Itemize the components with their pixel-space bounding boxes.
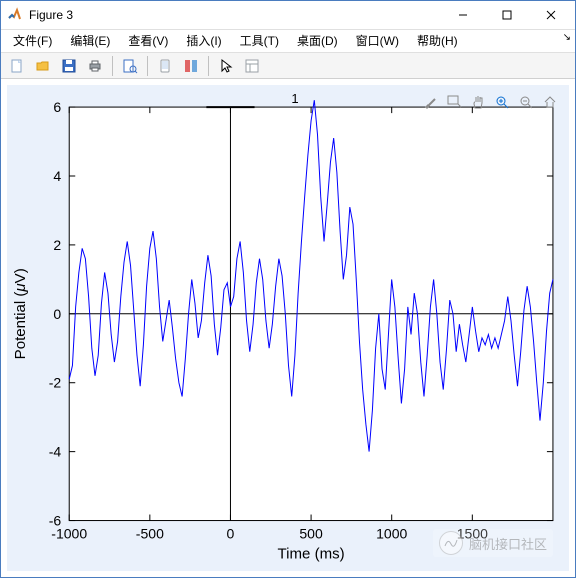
y-tick-label: 2 bbox=[53, 237, 61, 253]
x-tick-label: 500 bbox=[299, 526, 323, 542]
axes-toolbar bbox=[421, 93, 559, 111]
toolbar-separator bbox=[147, 56, 148, 76]
y-tick-label: -2 bbox=[49, 375, 62, 391]
maximize-button[interactable] bbox=[485, 1, 529, 29]
watermark-icon bbox=[439, 531, 463, 555]
close-button[interactable] bbox=[529, 1, 573, 29]
x-tick-label: 0 bbox=[227, 526, 235, 542]
window-title: Figure 3 bbox=[29, 8, 441, 22]
y-tick-label: 0 bbox=[53, 306, 61, 322]
menu-item[interactable]: 工具(T) bbox=[232, 30, 287, 51]
colorbar-icon[interactable] bbox=[179, 54, 203, 78]
home-icon[interactable] bbox=[541, 93, 559, 111]
menu-item[interactable]: 查看(V) bbox=[120, 30, 176, 51]
titlebar: Figure 3 bbox=[1, 1, 575, 30]
new-figure-icon[interactable] bbox=[5, 54, 29, 78]
y-tick-label: 6 bbox=[53, 99, 61, 115]
toolbar bbox=[1, 53, 575, 79]
menu-item[interactable]: 窗口(W) bbox=[348, 30, 407, 51]
print-preview-icon[interactable] bbox=[118, 54, 142, 78]
open-icon[interactable] bbox=[31, 54, 55, 78]
x-tick-label: 1000 bbox=[376, 526, 407, 542]
device-icon[interactable] bbox=[153, 54, 177, 78]
pan-icon[interactable] bbox=[469, 93, 487, 111]
x-axis-label: Time (ms) bbox=[278, 546, 345, 563]
y-axis-label: Potential (μV) bbox=[12, 269, 29, 360]
layout-icon[interactable] bbox=[240, 54, 264, 78]
menu-item[interactable]: 插入(I) bbox=[178, 30, 229, 51]
figure-background: -1000-500050010001500-6-4-20246Time (ms)… bbox=[7, 85, 569, 571]
minimize-button[interactable] bbox=[441, 1, 485, 29]
y-tick-label: 4 bbox=[53, 168, 61, 184]
figure-area: -1000-500050010001500-6-4-20246Time (ms)… bbox=[1, 79, 575, 577]
toolbar-separator bbox=[112, 56, 113, 76]
pointer-icon[interactable] bbox=[214, 54, 238, 78]
datacursor-icon[interactable] bbox=[445, 93, 463, 111]
axes[interactable]: -1000-500050010001500-6-4-20246Time (ms)… bbox=[7, 85, 569, 571]
zoom-in-icon[interactable] bbox=[493, 93, 511, 111]
save-icon[interactable] bbox=[57, 54, 81, 78]
menu-item[interactable]: 文件(F) bbox=[5, 30, 60, 51]
figure-window: Figure 3 文件(F)编辑(E)查看(V)插入(I)工具(T)桌面(D)窗… bbox=[0, 0, 576, 578]
zoom-out-icon[interactable] bbox=[517, 93, 535, 111]
menu-item[interactable]: 编辑(E) bbox=[62, 30, 118, 51]
line-marker-label: 1 bbox=[291, 91, 298, 106]
menu-item[interactable]: 帮助(H) bbox=[409, 30, 466, 51]
toolbar-separator bbox=[208, 56, 209, 76]
matlab-icon bbox=[7, 7, 23, 23]
menubar-overflow-icon[interactable]: ↘ bbox=[563, 32, 571, 43]
menu-item[interactable]: 桌面(D) bbox=[289, 30, 346, 51]
watermark-text: 脑机接口社区 bbox=[469, 534, 547, 553]
brush-icon[interactable] bbox=[421, 93, 439, 111]
menubar: 文件(F)编辑(E)查看(V)插入(I)工具(T)桌面(D)窗口(W)帮助(H)… bbox=[1, 30, 575, 53]
x-tick-label: -500 bbox=[136, 526, 164, 542]
print-icon[interactable] bbox=[83, 54, 107, 78]
y-tick-label: -6 bbox=[49, 513, 62, 529]
y-tick-label: -4 bbox=[49, 444, 62, 460]
watermark: 脑机接口社区 bbox=[433, 529, 553, 557]
